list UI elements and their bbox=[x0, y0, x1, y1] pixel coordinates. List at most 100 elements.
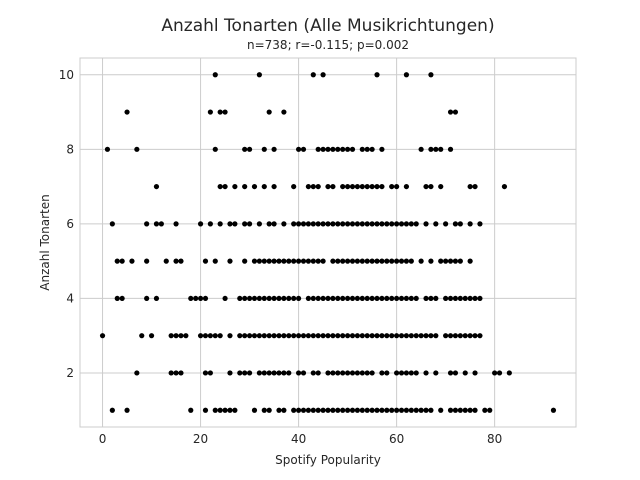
data-point bbox=[335, 407, 341, 413]
y-tick-label: 2 bbox=[66, 366, 74, 380]
data-point bbox=[349, 407, 356, 413]
data-point bbox=[178, 370, 184, 376]
data-point bbox=[217, 407, 223, 413]
data-point bbox=[305, 295, 311, 302]
data-point bbox=[408, 258, 414, 264]
data-point bbox=[276, 258, 282, 264]
data-point bbox=[389, 407, 395, 413]
data-point bbox=[330, 295, 336, 302]
data-point bbox=[153, 221, 160, 227]
data-point bbox=[300, 221, 307, 227]
data-point bbox=[325, 146, 331, 152]
data-point bbox=[261, 146, 267, 152]
data-point bbox=[403, 407, 410, 413]
data-point bbox=[315, 370, 321, 376]
data-point bbox=[217, 221, 223, 227]
data-point bbox=[320, 72, 326, 78]
data-point bbox=[452, 109, 459, 115]
data-point bbox=[335, 258, 341, 264]
data-point bbox=[295, 258, 302, 264]
data-point bbox=[423, 221, 429, 227]
data-point bbox=[354, 407, 361, 413]
data-point bbox=[345, 146, 351, 152]
data-point bbox=[364, 370, 370, 376]
data-point bbox=[251, 295, 258, 302]
data-point bbox=[300, 333, 307, 339]
data-point bbox=[291, 295, 297, 302]
data-point bbox=[109, 221, 115, 227]
data-point bbox=[330, 221, 336, 227]
y-tick-label: 4 bbox=[66, 291, 74, 305]
data-point bbox=[452, 407, 459, 413]
data-point bbox=[462, 407, 468, 413]
data-point bbox=[467, 221, 473, 227]
data-point bbox=[148, 333, 155, 339]
data-point bbox=[246, 370, 253, 376]
data-point bbox=[340, 146, 346, 152]
data-point bbox=[335, 221, 341, 227]
data-point bbox=[153, 183, 160, 190]
data-point bbox=[325, 183, 331, 190]
data-point bbox=[467, 183, 473, 190]
data-point bbox=[202, 258, 209, 264]
data-point bbox=[325, 370, 331, 376]
data-point bbox=[183, 333, 189, 339]
data-point bbox=[261, 258, 267, 264]
data-point bbox=[413, 295, 419, 302]
data-point bbox=[212, 72, 218, 78]
data-point bbox=[291, 333, 297, 339]
data-point bbox=[256, 333, 262, 339]
data-point bbox=[354, 183, 361, 190]
data-point bbox=[452, 295, 459, 302]
data-point bbox=[232, 221, 238, 227]
data-point bbox=[359, 407, 365, 413]
data-point bbox=[452, 221, 459, 227]
data-point bbox=[345, 407, 351, 413]
data-point bbox=[188, 407, 194, 413]
x-axis-ticks: 0 20 40 60 80 bbox=[99, 432, 503, 446]
data-point bbox=[261, 370, 267, 376]
data-point bbox=[389, 295, 395, 302]
data-point bbox=[374, 221, 380, 227]
x-tick-label: 60 bbox=[389, 432, 404, 446]
data-point bbox=[295, 221, 302, 227]
chart-title: Anzahl Tonarten (Alle Musikrichtungen) bbox=[161, 16, 494, 36]
data-point bbox=[286, 258, 292, 264]
data-point bbox=[281, 221, 287, 227]
data-point bbox=[398, 221, 405, 227]
data-point bbox=[462, 333, 468, 339]
data-point bbox=[310, 258, 316, 264]
data-point bbox=[325, 221, 331, 227]
y-axis-label: Anzahl Tonarten bbox=[38, 194, 52, 290]
data-point bbox=[212, 333, 218, 339]
data-point bbox=[246, 221, 253, 227]
data-point bbox=[369, 183, 375, 190]
data-point bbox=[394, 370, 400, 376]
data-point bbox=[266, 407, 272, 413]
data-point bbox=[197, 221, 204, 227]
data-point bbox=[340, 370, 346, 376]
data-point bbox=[330, 258, 336, 264]
data-point bbox=[364, 407, 370, 413]
data-point bbox=[197, 333, 204, 339]
data-point bbox=[251, 258, 258, 264]
data-point bbox=[443, 258, 449, 264]
data-point bbox=[398, 333, 405, 339]
data-point bbox=[261, 183, 267, 190]
data-point bbox=[330, 183, 336, 190]
data-point bbox=[310, 370, 316, 376]
data-point bbox=[129, 258, 135, 264]
data-point bbox=[345, 221, 351, 227]
data-point bbox=[114, 258, 120, 264]
data-point bbox=[207, 333, 213, 339]
data-point bbox=[472, 183, 478, 190]
data-point bbox=[305, 221, 311, 227]
data-point bbox=[447, 109, 454, 115]
data-point bbox=[345, 258, 351, 264]
data-point bbox=[428, 183, 434, 190]
data-point bbox=[217, 183, 223, 190]
data-point bbox=[300, 258, 307, 264]
data-point bbox=[462, 370, 468, 376]
data-point bbox=[310, 72, 316, 78]
